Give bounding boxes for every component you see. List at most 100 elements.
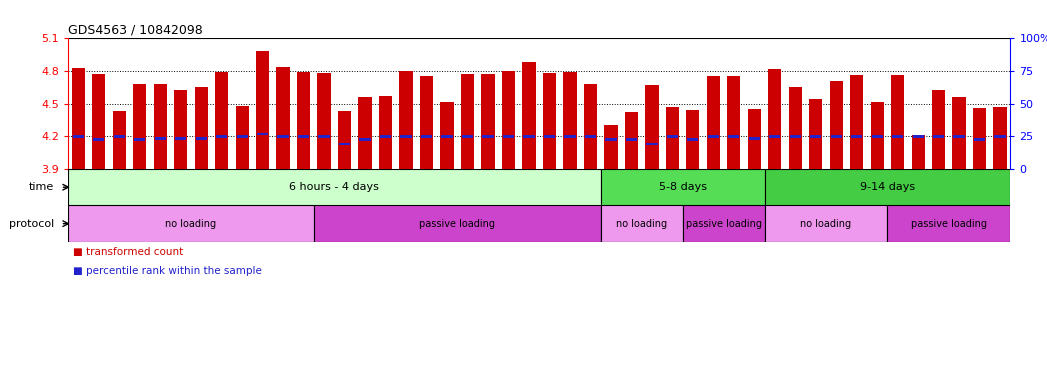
Bar xyxy=(421,135,432,137)
Text: ■ transformed count: ■ transformed count xyxy=(73,247,183,257)
Bar xyxy=(236,106,249,169)
Bar xyxy=(338,111,351,169)
Bar xyxy=(68,205,314,242)
Text: time: time xyxy=(28,182,54,192)
Bar xyxy=(68,169,601,205)
Bar xyxy=(913,135,923,137)
Bar xyxy=(645,85,659,169)
Text: 5-8 days: 5-8 days xyxy=(659,182,707,192)
Bar xyxy=(195,87,208,169)
Bar xyxy=(809,99,822,169)
Bar xyxy=(829,81,843,169)
Bar xyxy=(524,135,535,137)
Bar xyxy=(237,135,248,137)
Bar xyxy=(297,72,310,169)
Bar xyxy=(502,71,515,169)
Bar xyxy=(542,73,556,169)
Bar xyxy=(683,205,764,242)
Bar xyxy=(851,135,863,137)
Bar xyxy=(298,135,309,137)
Text: passive loading: passive loading xyxy=(911,218,987,229)
Bar xyxy=(72,135,84,137)
Bar xyxy=(892,135,904,137)
Bar xyxy=(359,138,371,141)
Bar xyxy=(522,62,536,169)
Bar xyxy=(543,135,555,137)
Bar xyxy=(113,111,126,169)
Bar xyxy=(154,84,166,169)
Text: no loading: no loading xyxy=(800,218,851,229)
Bar xyxy=(339,143,351,145)
Bar xyxy=(379,96,393,169)
Bar xyxy=(563,72,577,169)
Bar xyxy=(482,74,494,169)
Bar xyxy=(134,138,146,141)
Bar xyxy=(728,135,739,137)
Bar xyxy=(932,89,945,169)
Bar xyxy=(850,75,864,169)
Bar xyxy=(442,135,452,137)
Bar xyxy=(114,135,125,137)
Bar xyxy=(871,135,883,137)
Bar xyxy=(257,51,269,169)
Text: protocol: protocol xyxy=(8,218,54,229)
Bar xyxy=(399,71,413,169)
Bar xyxy=(503,135,514,137)
Bar xyxy=(728,76,740,169)
Bar xyxy=(604,126,618,169)
Bar xyxy=(358,97,372,169)
Text: ■ percentile rank within the sample: ■ percentile rank within the sample xyxy=(73,266,262,276)
Text: passive loading: passive loading xyxy=(686,218,761,229)
Bar xyxy=(380,135,392,137)
Bar xyxy=(155,137,165,140)
Bar xyxy=(314,205,601,242)
Bar xyxy=(318,135,330,137)
Text: 9-14 days: 9-14 days xyxy=(860,182,915,192)
Bar xyxy=(912,135,925,169)
Bar xyxy=(461,74,474,169)
Bar xyxy=(585,135,596,137)
Bar xyxy=(933,135,944,137)
Bar xyxy=(92,74,106,169)
Bar xyxy=(584,84,597,169)
Bar xyxy=(888,205,1010,242)
Bar xyxy=(71,68,85,169)
Bar xyxy=(277,135,289,137)
Text: GDS4563 / 10842098: GDS4563 / 10842098 xyxy=(68,23,203,36)
Bar xyxy=(215,72,228,169)
Bar xyxy=(646,143,658,145)
Bar xyxy=(686,110,699,169)
Bar xyxy=(666,107,680,169)
Bar xyxy=(462,135,473,137)
Bar xyxy=(830,135,842,137)
Bar xyxy=(974,138,985,141)
Bar xyxy=(601,205,683,242)
Bar xyxy=(994,107,1007,169)
Bar xyxy=(768,69,781,169)
Text: passive loading: passive loading xyxy=(419,218,495,229)
Text: 6 hours - 4 days: 6 hours - 4 days xyxy=(289,182,379,192)
Bar xyxy=(748,109,761,169)
Bar xyxy=(870,101,884,169)
Bar xyxy=(810,135,822,137)
Bar xyxy=(995,135,1006,137)
Bar xyxy=(420,76,433,169)
Bar xyxy=(626,138,637,141)
Bar xyxy=(749,137,760,140)
Bar xyxy=(687,138,698,141)
Bar xyxy=(770,135,780,137)
Bar xyxy=(216,135,227,137)
Bar xyxy=(93,138,105,141)
Bar xyxy=(953,97,965,169)
Bar xyxy=(317,73,331,169)
Bar xyxy=(625,113,638,169)
Bar xyxy=(789,135,801,137)
Bar xyxy=(400,135,411,137)
Bar xyxy=(973,108,986,169)
Bar xyxy=(257,133,268,135)
Bar xyxy=(564,135,576,137)
Bar xyxy=(667,135,678,137)
Bar xyxy=(708,135,719,137)
Bar xyxy=(891,75,905,169)
Bar xyxy=(764,205,888,242)
